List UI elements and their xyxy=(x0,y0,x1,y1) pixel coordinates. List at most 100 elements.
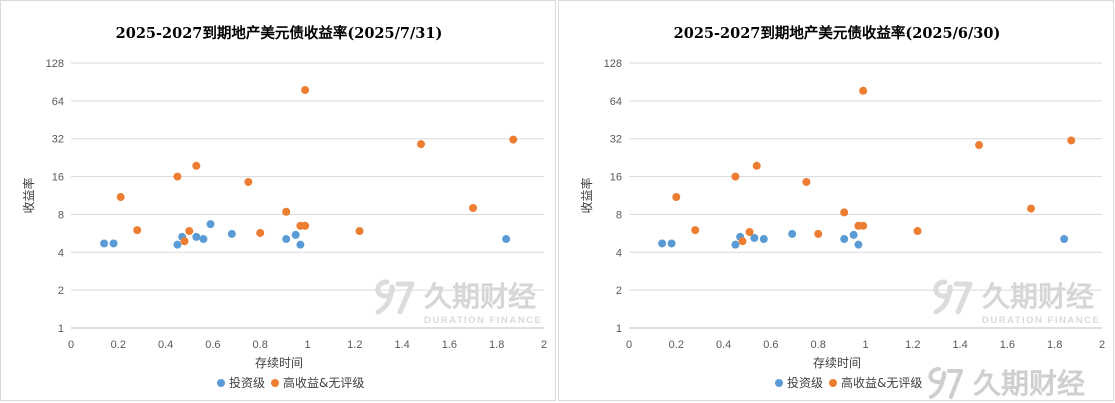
watermark-brand: 久期财经 xyxy=(424,280,536,313)
legend: 投资级 高收益&无评级 xyxy=(775,375,922,390)
y-tick-label: 16 xyxy=(610,172,622,184)
corner-watermark-brand: 久期财经 xyxy=(973,367,1085,400)
watermark-brand: 久期财经 xyxy=(982,280,1094,313)
data-point xyxy=(173,172,182,181)
x-tick-label: 1.8 xyxy=(489,339,504,351)
data-point xyxy=(667,239,676,248)
legend-label-investment-grade: 投资级 xyxy=(229,375,265,390)
x-axis-title: 存续时间 xyxy=(255,356,303,370)
y-axis-title: 收益率 xyxy=(21,177,36,213)
corner-watermark: 久期财经 xyxy=(928,367,1085,400)
data-point xyxy=(672,193,681,202)
data-point xyxy=(173,240,182,249)
watermark-brand-en: DURATION FINANCE xyxy=(424,315,542,326)
series-investment-grade xyxy=(658,229,1069,249)
data-point xyxy=(206,220,215,229)
x-tick-label: 0.6 xyxy=(205,339,220,351)
watermark-brand-en: DURATION FINANCE xyxy=(982,315,1100,326)
x-tick-label: 0.4 xyxy=(716,339,731,351)
x-axis-title: 存续时间 xyxy=(813,356,861,370)
data-point xyxy=(859,221,868,230)
data-point xyxy=(849,230,858,239)
data-point xyxy=(502,235,511,244)
x-tick-label: 0.8 xyxy=(811,339,826,351)
y-tick-label: 2 xyxy=(616,285,622,297)
data-point xyxy=(291,230,300,239)
y-tick-label: 1 xyxy=(58,323,64,335)
data-point xyxy=(100,239,109,248)
y-tick-label: 128 xyxy=(46,58,64,70)
y-tick-label: 8 xyxy=(616,209,622,221)
y-axis-title: 收益率 xyxy=(579,177,594,213)
watermark-logo-icon xyxy=(375,279,415,315)
data-point xyxy=(185,227,194,236)
data-point xyxy=(109,239,118,248)
x-tick-label: 2 xyxy=(1099,339,1105,351)
x-tick-label: 0.6 xyxy=(763,339,778,351)
data-point xyxy=(180,237,189,246)
x-tick-label: 0.4 xyxy=(158,339,173,351)
x-tick-label: 0.2 xyxy=(111,339,126,351)
y-tick-label: 128 xyxy=(604,58,622,70)
x-tick-label: 1.2 xyxy=(905,339,920,351)
x-tick-label: 0 xyxy=(626,339,632,351)
data-point xyxy=(745,227,754,236)
x-tick-label: 1.4 xyxy=(952,339,967,351)
data-point xyxy=(840,235,849,244)
x-tick-label: 1.4 xyxy=(394,339,409,351)
watermark: 久期财经 DURATION FINANCE xyxy=(375,279,542,326)
legend-marker-investment-grade xyxy=(775,379,783,387)
data-point xyxy=(199,235,208,244)
logo-icon xyxy=(928,367,963,399)
data-point xyxy=(750,233,759,242)
x-tick-label: 1.8 xyxy=(1047,339,1062,351)
data-point xyxy=(282,207,291,216)
watermark-logo-stroke-7 xyxy=(953,281,973,315)
data-point xyxy=(975,141,984,150)
watermark-logo-stroke-9 xyxy=(375,279,395,315)
data-point xyxy=(814,229,823,238)
data-point xyxy=(227,229,236,238)
legend-marker-high-yield xyxy=(829,379,837,387)
x-tick-label: 0.2 xyxy=(669,339,684,351)
legend-marker-investment-grade xyxy=(217,379,225,387)
watermark-logo-icon xyxy=(933,279,973,315)
watermark-logo-stroke-7 xyxy=(395,281,415,315)
y-tick-label: 64 xyxy=(52,96,64,108)
data-point xyxy=(731,240,740,249)
x-tick-label: 0 xyxy=(68,339,74,351)
y-tick-label: 32 xyxy=(52,134,64,146)
x-tick-label: 1.6 xyxy=(1000,339,1015,351)
legend-marker-high-yield xyxy=(271,379,279,387)
chart-panel-left: 久期财经 DURATION FINANCE 2025-2027到期地产美元债收益率(… xyxy=(0,0,556,401)
data-point xyxy=(759,235,768,244)
series-investment-grade xyxy=(100,220,511,249)
y-tick-label: 4 xyxy=(616,247,622,259)
data-point xyxy=(256,228,265,237)
legend-label-high-yield: 高收益&无评级 xyxy=(283,375,364,390)
data-point xyxy=(1067,136,1076,145)
data-point xyxy=(133,226,142,235)
data-point xyxy=(859,86,868,95)
y-tick-label: 2 xyxy=(58,285,64,297)
y-tick-label: 8 xyxy=(58,209,64,221)
chart-title: 2025-2027到期地产美元债收益率(2025/7/31) xyxy=(116,24,443,42)
x-tick-label: 1 xyxy=(862,339,868,351)
x-tick-label: 1 xyxy=(304,339,310,351)
watermark: 久期财经 DURATION FINANCE xyxy=(933,279,1100,326)
data-point xyxy=(731,172,740,181)
x-tick-label: 1.6 xyxy=(442,339,457,351)
scatter-chart-jul: 久期财经 DURATION FINANCE 2025-2027到期地产美元债收益率(… xyxy=(21,24,547,390)
data-point xyxy=(301,221,310,230)
data-point xyxy=(1027,204,1036,213)
data-point xyxy=(301,86,310,95)
series-high-yield xyxy=(116,86,518,246)
data-point xyxy=(840,208,849,217)
legend-label-investment-grade: 投资级 xyxy=(787,375,823,390)
data-point xyxy=(854,240,863,249)
data-point xyxy=(509,135,518,144)
data-point xyxy=(1060,235,1069,244)
x-tick-label: 0.8 xyxy=(253,339,268,351)
data-point xyxy=(192,161,201,170)
legend-label-high-yield: 高收益&无评级 xyxy=(841,375,922,390)
